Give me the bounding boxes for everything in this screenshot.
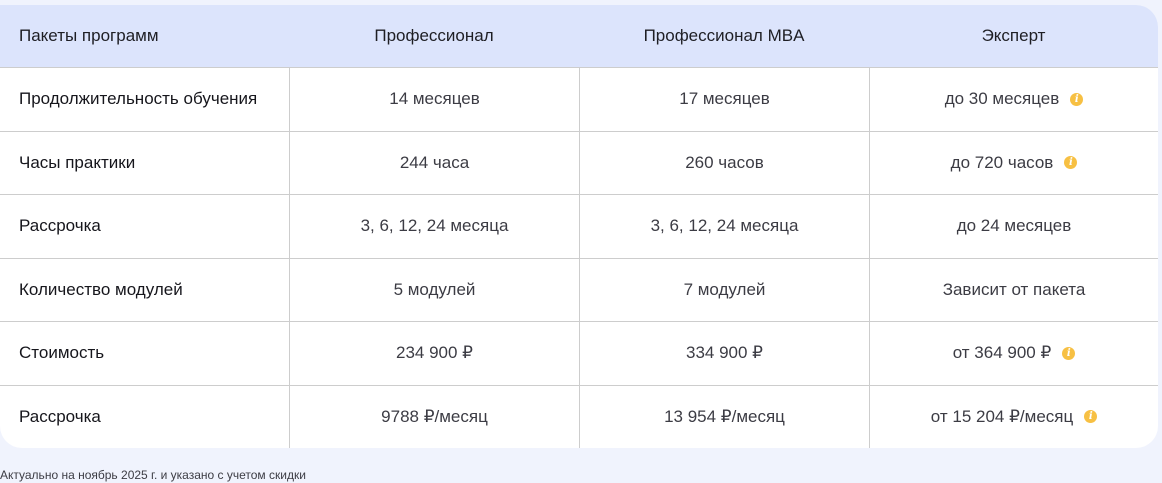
cell-value: 3, 6, 12, 24 месяца: [650, 216, 799, 236]
cell-value: 3, 6, 12, 24 месяца: [360, 216, 509, 236]
value-cell: Зависит от пакета: [869, 258, 1158, 321]
row-label: Часы практики: [19, 152, 136, 172]
row-label: Количество модулей: [19, 279, 183, 299]
table-row: Стоимость 234 900 ₽ 334 900 ₽ от 364 900 ₽ i: [0, 321, 1158, 385]
value-cell: 13 954 ₽/месяц: [579, 385, 869, 448]
header-cell: Профессионал MBA: [643, 26, 805, 45]
info-icon[interactable]: i: [1064, 156, 1078, 170]
header-cell: Профессионал: [374, 26, 494, 45]
cell-value: до 30 месяцев: [944, 89, 1060, 109]
cell-value: Зависит от пакета: [942, 279, 1086, 299]
value-cell: 17 месяцев: [579, 68, 869, 131]
info-icon[interactable]: i: [1070, 92, 1084, 106]
cell-value: до 24 месяцев: [956, 216, 1072, 236]
cell-value: 7 модулей: [683, 279, 766, 299]
row-label: Рассрочка: [19, 216, 101, 236]
header-cell: Пакеты программ: [19, 26, 159, 45]
row-label: Рассрочка: [19, 406, 101, 426]
value-cell: 260 часов: [579, 131, 869, 194]
table-row: Рассрочка 3, 6, 12, 24 месяца 3, 6, 12, 24…: [0, 194, 1158, 258]
value-cell: до 30 месяцев i: [869, 68, 1158, 131]
cell-value: 5 модулей: [393, 279, 476, 299]
cell-value: от 15 204 ₽/месяц: [930, 406, 1074, 426]
cell-value: 244 часа: [399, 152, 470, 172]
value-cell: 244 часа: [289, 131, 579, 194]
value-cell: 7 модулей: [579, 258, 869, 321]
value-cell: от 364 900 ₽ i: [869, 322, 1158, 385]
cell-value: 9788 ₽/месяц: [381, 406, 488, 426]
cell-value: 13 954 ₽/месяц: [664, 406, 785, 426]
pricing-table: Пакеты программ Профессионал Профессиона…: [0, 5, 1158, 448]
value-cell: 9788 ₽/месяц: [289, 385, 579, 448]
cell-value: 260 часов: [685, 152, 764, 172]
value-cell: до 720 часов i: [869, 131, 1158, 194]
value-cell: 3, 6, 12, 24 месяца: [289, 195, 579, 258]
table-row: Рассрочка 9788 ₽/месяц 13 954 ₽/месяц от 15…: [0, 384, 1158, 448]
cell-value: 17 месяцев: [679, 89, 770, 109]
footnote: Актуально на ноябрь 2025 г. и указано с …: [0, 468, 306, 482]
value-cell: до 24 месяцев: [869, 195, 1158, 258]
table-row: Часы практики 244 часа 260 часов до 720 час…: [0, 130, 1158, 194]
table-row: Продолжительность обучения 14 месяцев 17 м…: [0, 67, 1158, 131]
value-cell: 3, 6, 12, 24 месяца: [579, 195, 869, 258]
header-cell: Эксперт: [981, 26, 1046, 45]
cell-value: 14 месяцев: [389, 89, 480, 109]
row-label: Продолжительность обучения: [19, 89, 258, 109]
info-icon[interactable]: i: [1062, 346, 1076, 360]
value-cell: 5 модулей: [289, 258, 579, 321]
cell-value: 334 900 ₽: [686, 343, 763, 363]
table-header: Пакеты программ Профессионал Профессиона…: [0, 5, 1158, 67]
cell-value: до 720 часов: [950, 152, 1054, 172]
value-cell: 234 900 ₽: [289, 322, 579, 385]
table-row: Количество модулей 5 модулей 7 модулей Зави…: [0, 257, 1158, 321]
row-label: Стоимость: [19, 343, 105, 363]
value-cell: 334 900 ₽: [579, 322, 869, 385]
cell-value: от 364 900 ₽: [952, 343, 1052, 363]
value-cell: 14 месяцев: [289, 68, 579, 131]
cell-value: 234 900 ₽: [396, 343, 473, 363]
info-icon[interactable]: i: [1084, 410, 1098, 424]
value-cell: от 15 204 ₽/месяц i: [869, 385, 1158, 448]
